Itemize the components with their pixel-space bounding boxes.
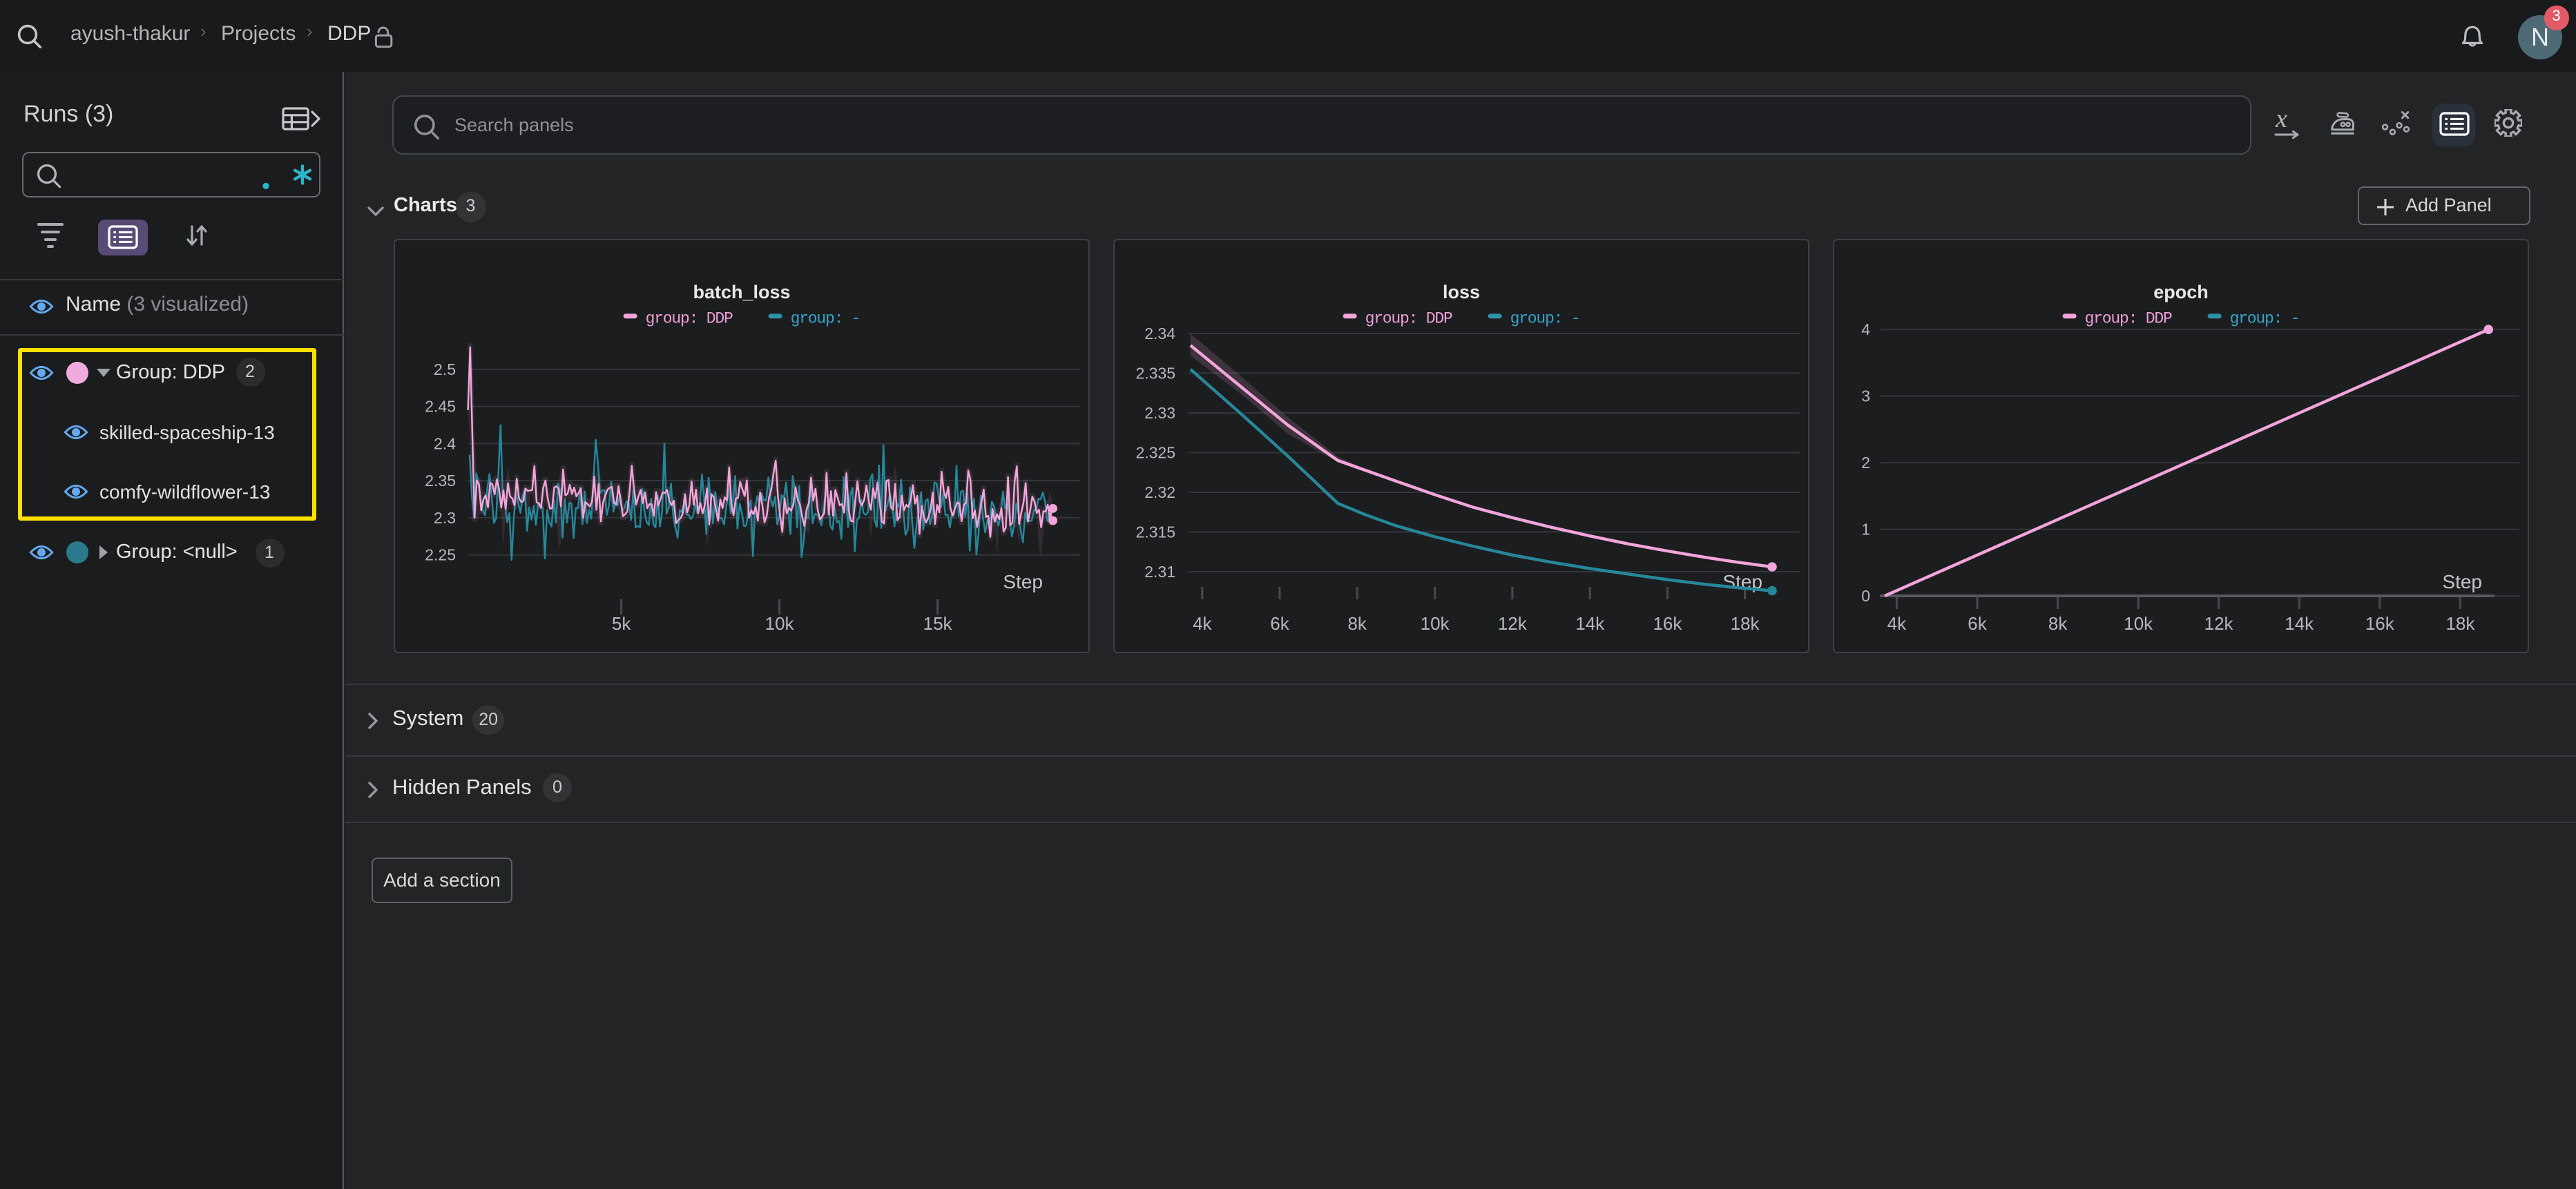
svg-text:5k: 5k	[612, 612, 631, 633]
svg-text:2.315: 2.315	[1135, 522, 1175, 540]
svg-text:2.45: 2.45	[425, 397, 456, 415]
svg-text:14k: 14k	[2285, 612, 2314, 633]
svg-text:x: x	[2275, 109, 2287, 133]
svg-text:Step: Step	[1003, 570, 1043, 592]
svg-text:2.325: 2.325	[1135, 443, 1175, 461]
svg-text:10k: 10k	[2124, 612, 2153, 633]
svg-text:group: -: group: -	[2230, 309, 2300, 327]
svg-text:group: DDP: group: DDP	[1365, 309, 1452, 327]
svg-text:batch_loss: batch_loss	[693, 281, 790, 302]
svg-text:16k: 16k	[1653, 612, 1682, 633]
svg-text:12k: 12k	[1498, 612, 1528, 633]
svg-text:6k: 6k	[1270, 612, 1289, 633]
svg-text:group: -: group: -	[1510, 309, 1580, 327]
svg-text:15k: 15k	[923, 612, 953, 633]
svg-text:3: 3	[1861, 387, 1870, 405]
svg-text:2.32: 2.32	[1144, 483, 1175, 501]
svg-text:10k: 10k	[765, 612, 795, 633]
svg-text:2.335: 2.335	[1135, 363, 1175, 381]
svg-text:8k: 8k	[2048, 612, 2068, 633]
svg-text:Step: Step	[2442, 570, 2482, 592]
svg-text:2.35: 2.35	[425, 471, 456, 489]
svg-text:group: DDP: group: DDP	[2085, 309, 2172, 327]
svg-text:2.5: 2.5	[434, 360, 456, 378]
svg-text:6k: 6k	[1968, 612, 1987, 633]
svg-text:2.3: 2.3	[434, 508, 456, 526]
svg-text:18k: 18k	[1731, 612, 1760, 633]
svg-text:2.4: 2.4	[434, 434, 456, 452]
svg-text:4: 4	[1861, 320, 1870, 338]
svg-text:10k: 10k	[1421, 612, 1450, 633]
svg-text:0: 0	[1861, 586, 1870, 604]
svg-text:12k: 12k	[2204, 612, 2234, 633]
svg-text:4k: 4k	[1887, 612, 1907, 633]
svg-text:2.34: 2.34	[1144, 324, 1175, 342]
svg-text:group: DDP: group: DDP	[646, 309, 733, 327]
svg-text:loss: loss	[1443, 281, 1480, 302]
svg-text:16k: 16k	[2365, 612, 2395, 633]
svg-text:group: -: group: -	[791, 309, 861, 327]
svg-text:2.33: 2.33	[1144, 403, 1175, 421]
svg-text:2.31: 2.31	[1144, 562, 1175, 580]
svg-text:epoch: epoch	[2153, 281, 2209, 302]
svg-text:18k: 18k	[2445, 612, 2475, 633]
svg-text:4k: 4k	[1193, 612, 1212, 633]
svg-text:2: 2	[1861, 453, 1870, 471]
svg-text:2.25: 2.25	[425, 545, 456, 563]
svg-text:8k: 8k	[1347, 612, 1367, 633]
svg-text:14k: 14k	[1575, 612, 1605, 633]
svg-text:1: 1	[1861, 520, 1870, 538]
